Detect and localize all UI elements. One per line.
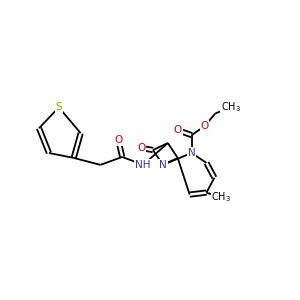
Text: O: O (137, 143, 145, 153)
Text: S: S (56, 102, 62, 112)
Text: O: O (200, 121, 208, 131)
Text: O: O (174, 125, 182, 135)
Text: N: N (159, 160, 167, 170)
Text: NH: NH (135, 160, 151, 170)
Text: CH$_3$: CH$_3$ (211, 191, 231, 205)
Text: O: O (114, 135, 122, 145)
Text: N: N (188, 148, 196, 158)
Text: CH$_3$: CH$_3$ (221, 100, 241, 114)
